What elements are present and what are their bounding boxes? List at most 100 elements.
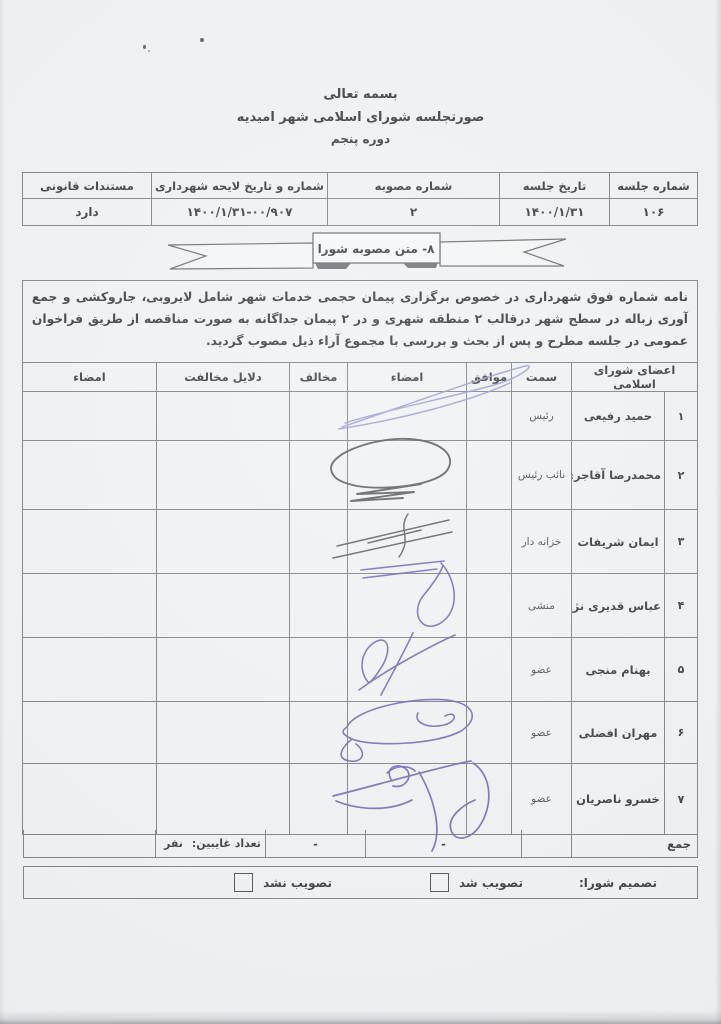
member-row: ۴ عباس قدیری نژاد منشی <box>21 573 698 638</box>
member-name: حمید رفیعی <box>571 391 665 441</box>
member-name: ایمان شریفات <box>571 509 665 574</box>
agree-cell <box>466 637 512 702</box>
oppose-reasons-header: دلایل مخالفت <box>156 362 290 392</box>
row-number: ۲ <box>664 440 698 510</box>
signature-cell <box>347 763 467 835</box>
totals-row: جمع - - تعداد غایبین: نفر <box>23 830 698 858</box>
signature-cell <box>347 509 467 574</box>
signature2-header: امضاء <box>21 362 158 392</box>
oppose-cell <box>289 391 348 441</box>
member-name: خسرو ناصریان <box>571 763 665 835</box>
member-position: خزانه دار <box>511 509 572 574</box>
row-number: ۱ <box>664 391 698 441</box>
document-header: بسمه تعالی صورتجلسه شورای اسلامی شهر امی… <box>0 87 721 146</box>
approved-checkbox[interactable] <box>430 873 449 892</box>
member-name: محمدرضا آقاجری <box>571 440 665 510</box>
oppose-reason-cell <box>156 440 290 510</box>
member-name: بهنام منجی <box>571 637 665 702</box>
total-oppose-dash: - <box>266 830 366 857</box>
legal-docs-header: مستندات قانونی <box>22 172 152 199</box>
total-label: جمع <box>667 836 691 851</box>
ribbon-fold-left <box>315 263 351 269</box>
members-table: نامه شماره فوق شهرداری در خصوص برگزاری پ… <box>21 280 699 835</box>
agree-cell <box>466 701 512 764</box>
signature2-cell <box>21 573 158 638</box>
row-number: ۷ <box>664 763 698 835</box>
signature2-cell <box>21 440 158 510</box>
session-no-value: ۱۰۶ <box>609 198 698 226</box>
absent-count-cell: تعداد غایبین: نفر <box>156 830 266 857</box>
rejected-label: تصویب نشد <box>263 875 332 890</box>
bill-value: ۱۴۰۰/۱/۳۱-۰۰/۹۰۷ <box>151 198 328 226</box>
rejected-checkbox[interactable] <box>234 873 254 892</box>
agree-cell <box>466 763 512 835</box>
member-row: ۵ بهنام منجی عضو <box>21 637 698 702</box>
agree-cell <box>466 440 512 510</box>
member-position: رئیس <box>511 391 572 441</box>
member-position: عضو <box>511 763 572 835</box>
ink-speck <box>143 45 146 49</box>
ribbon-banner: ۸- متن مصوبه شورا <box>167 232 567 270</box>
signature2-cell <box>21 701 158 764</box>
signature2-cell <box>21 637 158 702</box>
oppose-reason-cell <box>156 573 290 638</box>
oppose-cell <box>289 573 348 638</box>
session-date-value: ۱۴۰۰/۱/۳۱ <box>499 198 610 226</box>
oppose-reason-cell <box>156 763 290 835</box>
session-info-table: شماره جلسه تاریخ جلسه شماره مصوبه شماره … <box>22 172 698 226</box>
total-empty-cell <box>24 830 156 857</box>
ink-speck <box>200 38 204 42</box>
signature-cell <box>347 440 467 510</box>
member-row: ۷ خسرو ناصریان عضو <box>21 763 698 835</box>
agree-cell <box>466 391 512 441</box>
approved-label: تصویب شد <box>459 875 523 890</box>
oppose-cell <box>289 440 348 510</box>
member-name: عباس قدیری نژاد <box>571 573 665 638</box>
resolution-no-value: ۲ <box>327 198 500 226</box>
member-position: عضو <box>511 637 572 702</box>
row-number: ۵ <box>664 637 698 702</box>
oppose-header: مخالف <box>289 362 348 392</box>
member-row: ۱ حمید رفیعی رئیس <box>21 391 698 441</box>
table-header-row: اعضای شورای اسلامی سمت موافق امضاء مخالف… <box>21 362 698 392</box>
decision-row: تصمیم شورا: تصویب شد تصویب نشد <box>23 866 698 899</box>
decision-approved-option: تصویب شد <box>430 873 523 892</box>
session-date-header: تاریخ جلسه <box>499 172 610 199</box>
oppose-cell <box>289 637 348 702</box>
bill-header: شماره و تاریخ لایحه شهرداری <box>151 172 328 199</box>
member-row: ۳ ایمان شریفات خزانه دار <box>21 509 698 574</box>
bismillah-text: بسمه تعالی <box>323 87 398 102</box>
signature-cell <box>347 701 467 764</box>
ink-speck <box>148 50 150 52</box>
member-position: عضو <box>511 701 572 764</box>
signature-cell <box>347 573 467 638</box>
member-row: ۲ محمدرضا آقاجری نائب رئیس <box>21 440 698 510</box>
total-empty-cell <box>522 830 572 857</box>
member-position: منشی <box>511 573 572 638</box>
resolution-text: نامه شماره فوق شهرداری در خصوص برگزاری پ… <box>21 280 699 363</box>
row-number: ۴ <box>664 573 698 638</box>
total-signature-dash: - <box>366 830 522 857</box>
oppose-reason-cell <box>156 701 290 764</box>
position-header: سمت <box>511 362 572 392</box>
oppose-cell <box>289 763 348 835</box>
agree-cell <box>466 509 512 574</box>
legal-docs-value: دارد <box>22 198 152 226</box>
agree-header: موافق <box>466 362 512 392</box>
oppose-cell <box>289 701 348 764</box>
decision-label: تصمیم شورا: <box>578 875 657 890</box>
session-no-header: شماره جلسه <box>609 172 698 199</box>
absent-unit: نفر <box>164 837 183 850</box>
absent-label: تعداد غایبین: <box>191 837 261 850</box>
member-name: مهران افضلی <box>571 701 665 764</box>
banner-title: ۸- متن مصوبه شورا <box>318 242 436 257</box>
signature2-cell <box>21 509 158 574</box>
document-title: صورتجلسه شورای اسلامی شهر امیدیه <box>236 110 485 125</box>
agree-cell <box>466 573 512 638</box>
signature2-cell <box>21 763 158 835</box>
row-number: ۶ <box>664 701 698 764</box>
oppose-reason-cell <box>156 509 290 574</box>
signature-cell <box>347 391 467 441</box>
resolution-no-header: شماره مصوبه <box>327 172 500 199</box>
